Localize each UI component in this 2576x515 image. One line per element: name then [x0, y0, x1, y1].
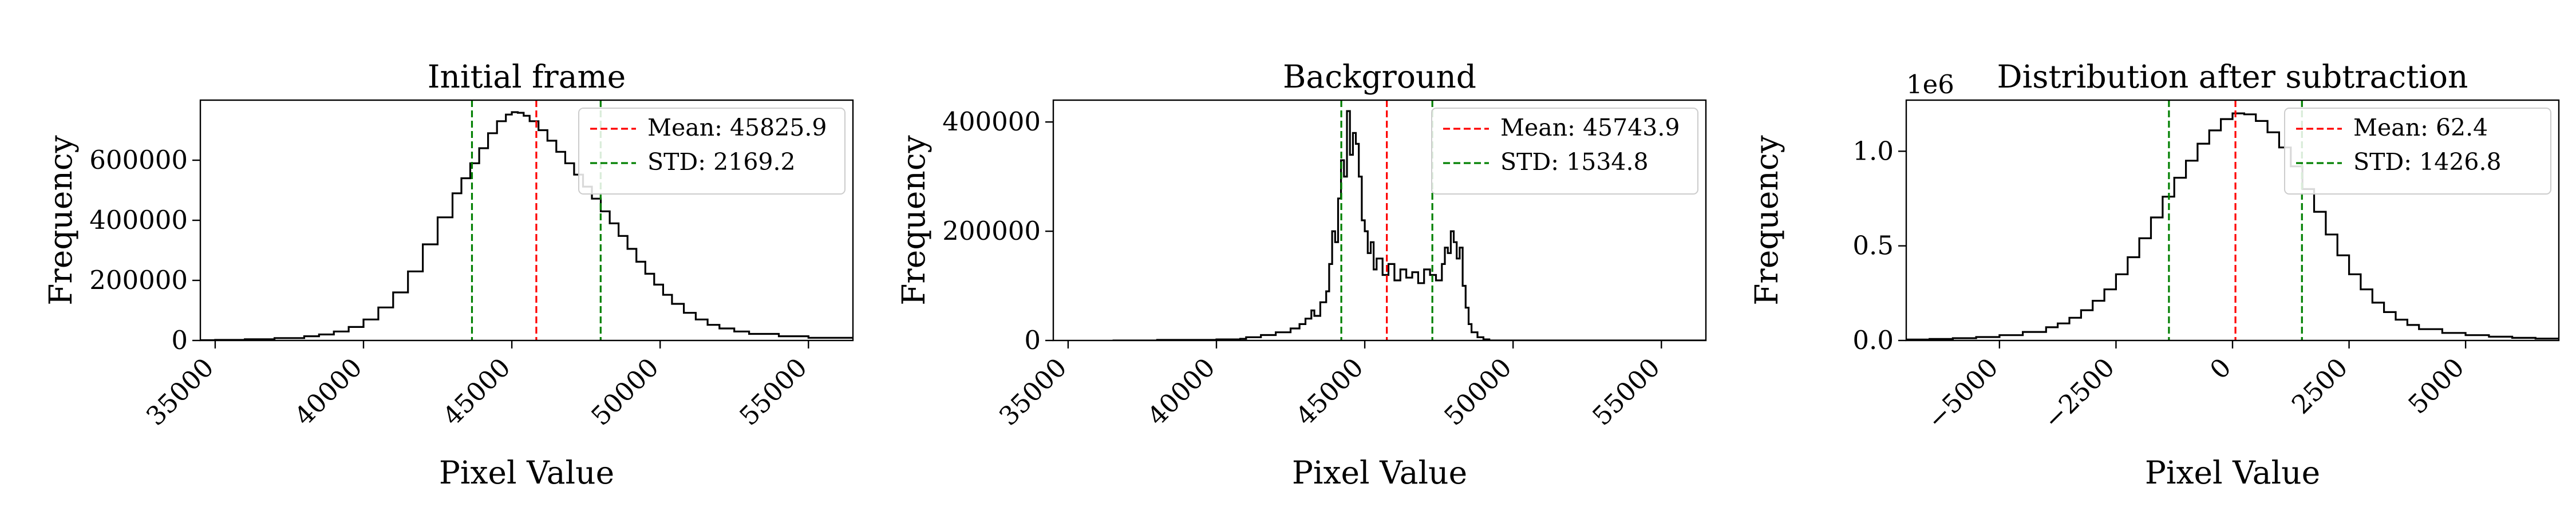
- y-tick-label: 200000: [89, 265, 188, 295]
- histogram-series: [200, 111, 853, 340]
- y-tick-label: 600000: [89, 145, 188, 175]
- x-tick-label: 2500: [2286, 352, 2353, 419]
- y-tick-label: 0: [1024, 325, 1041, 355]
- x-axis-label: Pixel Value: [439, 454, 614, 491]
- legend-frame: [2284, 108, 2551, 195]
- chart-title: Distribution after subtraction: [1997, 58, 2468, 95]
- x-tick-label: −5000: [1921, 352, 2004, 435]
- y-tick-label: 0: [171, 325, 188, 355]
- y-tick-label: 1.0: [1852, 136, 1894, 166]
- x-axis-label: Pixel Value: [1292, 454, 1467, 491]
- x-tick-label: 45000: [437, 352, 516, 431]
- legend-label: STD: 1426.8: [2353, 148, 2502, 176]
- chart-panel-1: 35000 40000 45000 50000 55000 0 200000 400000 60…: [42, 58, 854, 491]
- y-axis-label: Frequency: [895, 135, 932, 305]
- histogram-series: [1112, 110, 1706, 340]
- y-tick-label: 200000: [942, 216, 1041, 246]
- axes-frame: [1052, 99, 1707, 342]
- chart-panel-3: −5000 −2500 0 2500 5000 0.0 0.5 1.0 1e6 Distribut…: [1748, 58, 2560, 491]
- x-tick-label: 50000: [1438, 352, 1518, 431]
- y-axis-label: Frequency: [1748, 135, 1785, 305]
- legend-label: Mean: 45743.9: [1500, 114, 1680, 141]
- x-tick-label: 55000: [733, 352, 813, 431]
- x-tick-label: 35000: [993, 352, 1073, 431]
- y-axis-label: Frequency: [42, 135, 79, 305]
- x-tick-label: −2500: [2037, 352, 2120, 435]
- legend: Mean: 45825.9 STD: 2169.2: [578, 108, 846, 195]
- chart-title: Background: [1283, 58, 1476, 95]
- legend-label: STD: 2169.2: [647, 148, 796, 176]
- legend-frame: [578, 108, 846, 195]
- histogram-series: [1906, 112, 2559, 340]
- x-axis-label: Pixel Value: [2145, 454, 2320, 491]
- legend-label: Mean: 45825.9: [647, 114, 827, 141]
- legend-frame: [1431, 108, 1698, 195]
- x-tick-label: 55000: [1586, 352, 1666, 431]
- chart-title: Initial frame: [428, 58, 626, 95]
- x-tick-label: 5000: [2402, 352, 2470, 419]
- y-tick-label: 400000: [89, 205, 188, 235]
- legend-label: STD: 1534.8: [1500, 148, 1649, 176]
- legend: Mean: 45743.9 STD: 1534.8: [1431, 108, 1698, 195]
- x-tick-label: 50000: [585, 352, 665, 431]
- x-tick-label: 40000: [289, 352, 368, 431]
- y-offset-label: 1e6: [1906, 69, 1954, 100]
- x-tick-label: 0: [2204, 352, 2237, 385]
- y-tick-label: 0.0: [1852, 325, 1894, 355]
- chart-panel-2: 35000 40000 45000 50000 55000 0 200000 400000 Ba…: [895, 58, 1707, 491]
- legend: Mean: 62.4 STD: 1426.8: [2284, 108, 2551, 195]
- x-tick-label: 35000: [140, 352, 220, 431]
- y-tick-label: 0.5: [1852, 231, 1894, 261]
- y-tick-label: 400000: [942, 106, 1041, 137]
- x-tick-label: 40000: [1141, 352, 1221, 431]
- x-tick-label: 45000: [1290, 352, 1369, 431]
- legend-label: Mean: 62.4: [2353, 114, 2488, 141]
